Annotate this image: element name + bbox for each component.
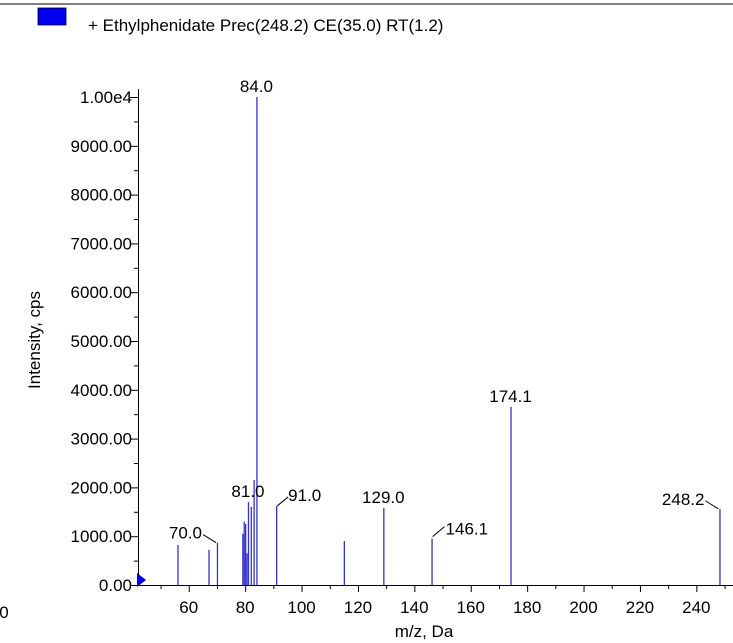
x-tick-label: 140 <box>400 598 428 617</box>
x-cut-tick-label: 0 <box>0 603 9 622</box>
peak-label: 248.2 <box>662 490 705 509</box>
x-tick-label: 200 <box>569 598 597 617</box>
y-tick-label: 3000.00 <box>71 430 132 449</box>
y-tick-label: 0.00 <box>99 576 132 595</box>
y-tick-label: 5000.00 <box>71 332 132 351</box>
peak-label-leader <box>432 526 445 538</box>
peak-label-leader <box>276 496 289 507</box>
peak-label-leader <box>705 500 719 510</box>
x-tick-label: 120 <box>344 598 372 617</box>
y-tick-label: 4000.00 <box>71 381 132 400</box>
peak-label: 70.0 <box>169 524 202 543</box>
y-tick-label: 1000.00 <box>71 527 132 546</box>
x-tick-label: 180 <box>513 598 541 617</box>
peak-label-leader <box>202 534 217 543</box>
peak-label: 129.0 <box>362 488 405 507</box>
x-axis-title: m/z, Da <box>395 622 454 641</box>
y-tick-label: 9000.00 <box>71 137 132 156</box>
peak-label: 146.1 <box>446 520 489 539</box>
legend: + Ethylphenidate Prec(248.2) CE(35.0) RT… <box>37 7 443 35</box>
peak-label: 174.1 <box>489 387 532 406</box>
origin-marker <box>137 573 146 587</box>
y-tick-label: 7000.00 <box>71 234 132 253</box>
x-tick-label: 80 <box>236 598 255 617</box>
x-tick-label: 100 <box>287 598 315 617</box>
peak-label: 91.0 <box>288 486 321 505</box>
x-tick-label: 220 <box>626 598 654 617</box>
y-tick-label: 8000.00 <box>71 186 132 205</box>
plot-area: 0.00 1000.00 2000.00 3000.00 4000.00 5000.00 6… <box>71 77 733 617</box>
peak-label: 84.0 <box>240 77 273 96</box>
y-tick-label: 1.00e4 <box>80 88 132 107</box>
peak-label: 81.0 <box>231 482 264 501</box>
x-tick-label: 160 <box>457 598 485 617</box>
y-tick-label: 2000.00 <box>71 478 132 497</box>
x-tick-label: 240 <box>682 598 710 617</box>
legend-label: + Ethylphenidate Prec(248.2) CE(35.0) RT… <box>88 16 443 35</box>
y-axis-title: Intensity, cps <box>25 291 44 389</box>
x-tick-label: 60 <box>179 598 198 617</box>
legend-swatch <box>37 7 67 26</box>
y-tick-label: 6000.00 <box>71 283 132 302</box>
